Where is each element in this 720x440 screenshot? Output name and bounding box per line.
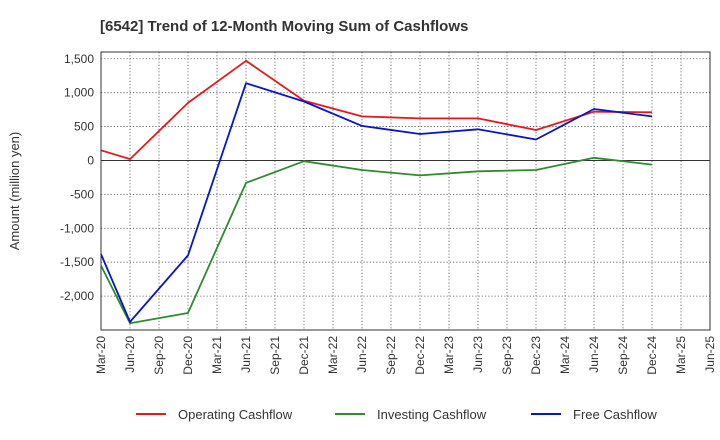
x-tick-label: Sep-20 bbox=[152, 336, 166, 375]
x-tick-label: Mar-24 bbox=[558, 336, 572, 374]
x-axis-ticks: Mar-20 Jun-20 Sep-20 Dec-20 Mar-21 Jun-21 Sep-… bbox=[94, 336, 717, 375]
x-tick-label: Dec-23 bbox=[529, 336, 543, 375]
x-tick-label: Jun-25 bbox=[703, 336, 717, 373]
x-tick-label: Jun-20 bbox=[123, 336, 137, 373]
x-tick-label: Mar-23 bbox=[442, 336, 456, 374]
x-tick-label: Mar-21 bbox=[210, 336, 224, 374]
legend-label-investing-cashflow: Investing Cashflow bbox=[377, 407, 487, 422]
x-tick-label: Sep-21 bbox=[268, 336, 282, 375]
y-tick-label: 1,500 bbox=[64, 52, 94, 66]
y-axis-label: Amount (million yen) bbox=[7, 132, 22, 251]
y-axis-ticks: 1,500 1,000 500 0 -500 -1,000 -1,500 -2,000 bbox=[60, 52, 94, 303]
y-tick-label: -1,000 bbox=[60, 221, 94, 235]
x-tick-label: Dec-22 bbox=[413, 336, 427, 375]
operating-cashflow-line bbox=[100, 59, 653, 160]
x-tick-label: Mar-20 bbox=[94, 336, 108, 374]
x-tick-label: Dec-24 bbox=[645, 336, 659, 375]
x-tick-label: Sep-22 bbox=[384, 336, 398, 375]
chart-title: [6542] Trend of 12-Month Moving Sum of C… bbox=[100, 18, 468, 35]
grid bbox=[101, 52, 710, 330]
x-tick-label: Jun-23 bbox=[471, 336, 485, 373]
plot-frame bbox=[100, 51, 711, 331]
x-tick-label: Sep-24 bbox=[616, 336, 630, 375]
y-tick-label: -500 bbox=[70, 187, 94, 201]
x-tick-label: Sep-23 bbox=[500, 336, 514, 375]
y-tick-label: 500 bbox=[74, 120, 94, 134]
legend: Operating Cashflow Investing Cashflow Free… bbox=[136, 407, 657, 422]
y-tick-label: 0 bbox=[87, 153, 94, 167]
y-tick-label: -2,000 bbox=[60, 289, 94, 303]
x-tick-label: Dec-21 bbox=[297, 336, 311, 375]
x-tick-label: Jun-21 bbox=[239, 336, 253, 373]
y-tick-label: 1,000 bbox=[64, 86, 94, 100]
x-tick-label: Mar-22 bbox=[326, 336, 340, 374]
investing-cashflow-line bbox=[100, 156, 653, 325]
legend-label-free-cashflow: Free Cashflow bbox=[573, 407, 657, 422]
legend-label-operating-cashflow: Operating Cashflow bbox=[178, 407, 293, 422]
series-layer bbox=[100, 59, 653, 325]
x-tick-label: Jun-22 bbox=[355, 336, 369, 373]
x-tick-label: Jun-24 bbox=[587, 336, 601, 373]
x-tick-label: Mar-25 bbox=[674, 336, 688, 374]
y-tick-label: -1,500 bbox=[60, 255, 94, 269]
free-cashflow-line bbox=[100, 82, 653, 323]
x-tick-label: Dec-20 bbox=[181, 336, 195, 375]
